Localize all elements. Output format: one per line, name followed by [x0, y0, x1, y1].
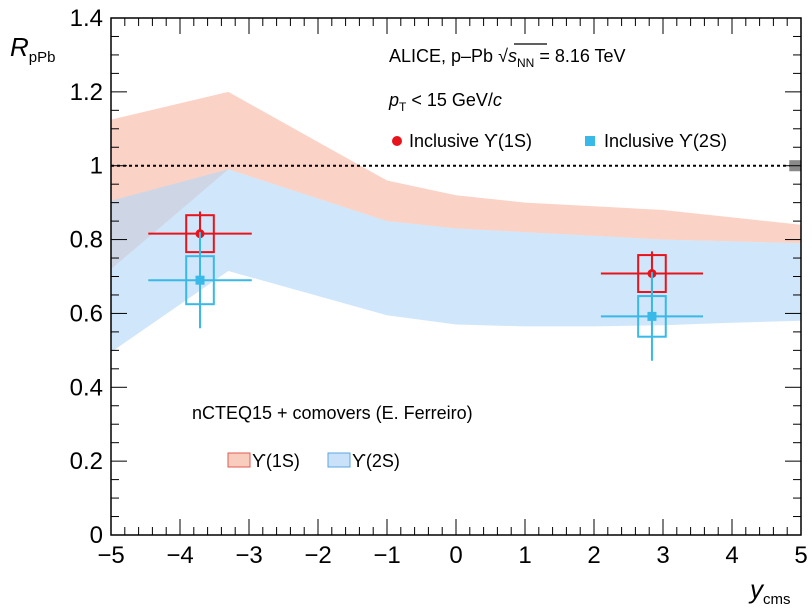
y-tick-label: 1 — [90, 153, 103, 180]
x-tick-label: 2 — [587, 542, 600, 569]
y-tick-label: 0.8 — [70, 227, 103, 254]
marker-s2-p1 — [195, 275, 205, 285]
legend-label-band-2s: ϒ(2S) — [352, 451, 400, 471]
y-tick-label: 0 — [90, 522, 103, 549]
marker-s2-p2 — [647, 311, 657, 321]
x-tick-label: −5 — [97, 542, 124, 569]
x-tick-label: 4 — [725, 542, 738, 569]
experiment-label: ALICE, p–Pb √sNN = 8.16 TeV — [389, 46, 626, 70]
y-tick-label: 0.2 — [70, 448, 103, 475]
y-axis-title: RpPb — [10, 32, 55, 66]
y-tick-label: 1.4 — [70, 5, 103, 32]
x-tick-label: 0 — [449, 542, 462, 569]
legend-marker-1s — [392, 136, 402, 146]
x-tick-label: 3 — [656, 542, 669, 569]
legend-label-1s: Inclusive ϒ(1S) — [409, 131, 532, 151]
theory-band-2 — [111, 169, 801, 353]
pt-cut-label: pT < 15 GeV/c — [388, 90, 502, 114]
x-tick-label: 5 — [794, 542, 807, 569]
legend-label-2s: Inclusive ϒ(2S) — [604, 131, 727, 151]
legend-swatch-band-1s — [227, 452, 251, 468]
data-points — [148, 211, 704, 361]
x-tick-label: −2 — [304, 542, 331, 569]
x-tick-label: −3 — [235, 542, 262, 569]
legend-marker-2s — [585, 136, 595, 146]
axes: −5 −4 −3 −2 −1 0 1 2 3 4 5 0 0.2 0.4 0.6 0.8 1 1.2 1.4 — [70, 5, 808, 569]
x-tick-label: 1 — [518, 542, 531, 569]
model-label: nCTEQ15 + comovers (E. Ferreiro) — [192, 403, 473, 423]
x-tick-label: −1 — [373, 542, 400, 569]
x-axis-title: ycms — [748, 574, 791, 608]
y-tick-label: 1.2 — [70, 79, 103, 106]
y-tick-label: 0.4 — [70, 374, 103, 401]
theory-bands — [111, 91, 801, 353]
theory-band-1 — [111, 91, 801, 270]
legend-label-band-1s: ϒ(1S) — [252, 451, 300, 471]
legend-swatch-band-2s — [327, 452, 351, 468]
x-tick-label: −4 — [166, 542, 193, 569]
syst-box-s2-p1 — [185, 255, 215, 306]
syst-box-s2-p2 — [637, 295, 667, 338]
y-tick-label: 0.6 — [70, 300, 103, 327]
